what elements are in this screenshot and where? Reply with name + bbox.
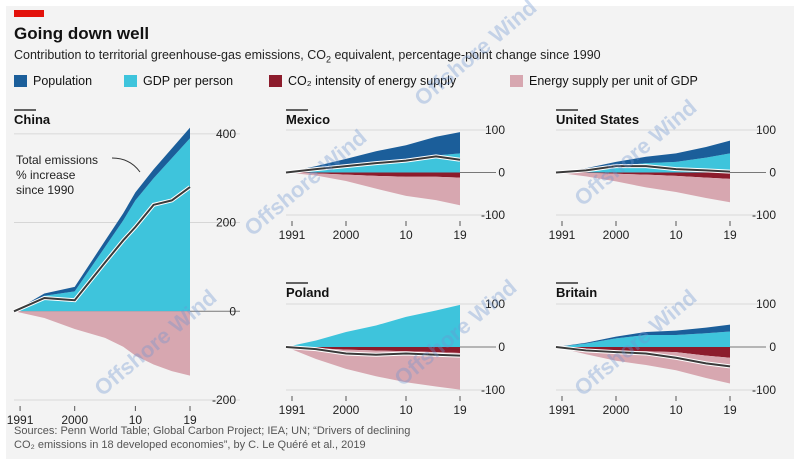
mexico-y-tick-label: -100	[481, 208, 505, 222]
united-states-total-emissions-line	[555, 165, 731, 174]
poland-x-tick-label: 1991	[279, 403, 306, 417]
united-states-area-energy-supply	[556, 172, 730, 203]
china-panel-title: China	[14, 112, 51, 127]
chart-title: Going down well	[14, 24, 150, 43]
source-note: Sources: Penn World Table; Global Carbon…	[14, 424, 574, 452]
britain-x-tick-label: 19	[723, 403, 737, 417]
poland-area-gdp-per-person	[286, 304, 460, 347]
mexico-area-gdp-per-person	[286, 153, 460, 173]
china-area-energy-supply	[14, 311, 190, 376]
legend-item-gdp: GDP per person	[124, 74, 233, 88]
britain-total-emissions-line	[555, 346, 731, 368]
poland-area-energy-supply	[286, 347, 460, 390]
legend-label-gdp: GDP per person	[143, 74, 234, 88]
mexico-area-co2-intensity	[286, 172, 460, 178]
source-line-2: CO₂ emissions in 18 developed economies”…	[14, 439, 366, 451]
mexico-x-tick-label: 19	[453, 228, 467, 242]
britain-x-tick-label: 2000	[603, 403, 630, 417]
britain-y-tick-label: 100	[756, 297, 776, 311]
annotation-line-2: % increase	[16, 168, 76, 182]
britain-area-energy-supply	[556, 347, 730, 384]
poland-x-tick-label: 2000	[333, 403, 360, 417]
legend-swatch-population	[14, 75, 27, 87]
china-x-tick-label: 1991	[7, 413, 34, 427]
china-y-tick-label: 400	[216, 127, 236, 141]
china-y-tick-label: 0	[229, 304, 236, 318]
britain-x-tick-label: 1991	[549, 403, 576, 417]
legend-swatch-gdp	[124, 75, 137, 87]
britain-panel-title: Britain	[556, 285, 597, 300]
annotation-leader	[111, 157, 141, 173]
poland-x-tick-label: 10	[399, 403, 413, 417]
united-states-panel-title: United States	[556, 112, 639, 127]
united-states-area-population	[556, 140, 730, 173]
mexico-y-tick-label: 0	[498, 166, 505, 180]
britain-y-tick-label: 0	[769, 340, 776, 354]
poland-area-co2-intensity	[286, 347, 460, 354]
united-states-x-tick-label: 10	[669, 228, 683, 242]
legend-swatch-co2-intensity	[269, 75, 282, 87]
legend-swatch-energy-supply	[510, 75, 523, 87]
mexico-area-population	[286, 132, 460, 173]
poland-y-tick-label: 0	[498, 340, 505, 354]
united-states-area-co2-intensity	[556, 172, 730, 179]
mexico-x-tick-label: 10	[399, 228, 413, 242]
united-states-y-tick-label: 0	[769, 166, 776, 180]
legend-label-energy-supply: Energy supply per unit of GDP	[529, 74, 698, 88]
poland-y-tick-label: 100	[485, 297, 505, 311]
britain-y-tick-label: -100	[752, 383, 776, 397]
legend-item-population: Population	[14, 74, 92, 88]
mexico-x-tick-label: 1991	[279, 228, 306, 242]
poland-total-emissions-line	[285, 346, 461, 357]
britain-x-tick-label: 10	[669, 403, 683, 417]
china-x-tick-label: 19	[183, 413, 197, 427]
united-states-y-tick-label: 100	[756, 123, 776, 137]
source-line-1: Sources: Penn World Table; Global Carbon…	[14, 425, 411, 437]
china-total-emissions-line	[13, 186, 191, 313]
china-x-tick-label: 2000	[61, 413, 88, 427]
legend-label-population: Population	[33, 74, 93, 88]
united-states-y-tick-label: -100	[752, 208, 776, 222]
annotation-line-1: Total emissions	[16, 153, 98, 167]
mexico-area-energy-supply	[286, 172, 460, 206]
united-states-x-tick-label: 1991	[549, 228, 576, 242]
united-states-x-tick-label: 2000	[603, 228, 630, 242]
poland-panel-title: Poland	[286, 285, 329, 300]
legend-item-energy-supply: Energy supply per unit of GDP	[510, 74, 698, 88]
mexico-panel-title: Mexico	[286, 112, 330, 127]
mexico-total-emissions-line	[285, 155, 461, 174]
mexico-y-tick-label: 100	[485, 123, 505, 137]
poland-x-tick-label: 19	[453, 403, 467, 417]
brand-tag	[14, 10, 44, 17]
united-states-x-tick-label: 19	[723, 228, 737, 242]
legend-item-co2-intensity: CO₂ intensity of energy supply	[269, 74, 456, 88]
poland-y-tick-label: -100	[481, 383, 505, 397]
chart-subtitle: Contribution to territorial greenhouse-g…	[14, 48, 601, 65]
china-y-tick-label: -200	[212, 393, 236, 407]
china-y-tick-label: 200	[216, 216, 236, 230]
britain-area-gdp-per-person	[556, 331, 730, 347]
legend-label-co2-intensity: CO₂ intensity of energy supply	[288, 74, 457, 88]
britain-area-population	[556, 324, 730, 347]
annotation-line-3: since 1990	[16, 183, 74, 197]
mexico-x-tick-label: 2000	[333, 228, 360, 242]
china-area-gdp-per-person	[14, 138, 190, 312]
china-x-tick-label: 10	[129, 413, 143, 427]
